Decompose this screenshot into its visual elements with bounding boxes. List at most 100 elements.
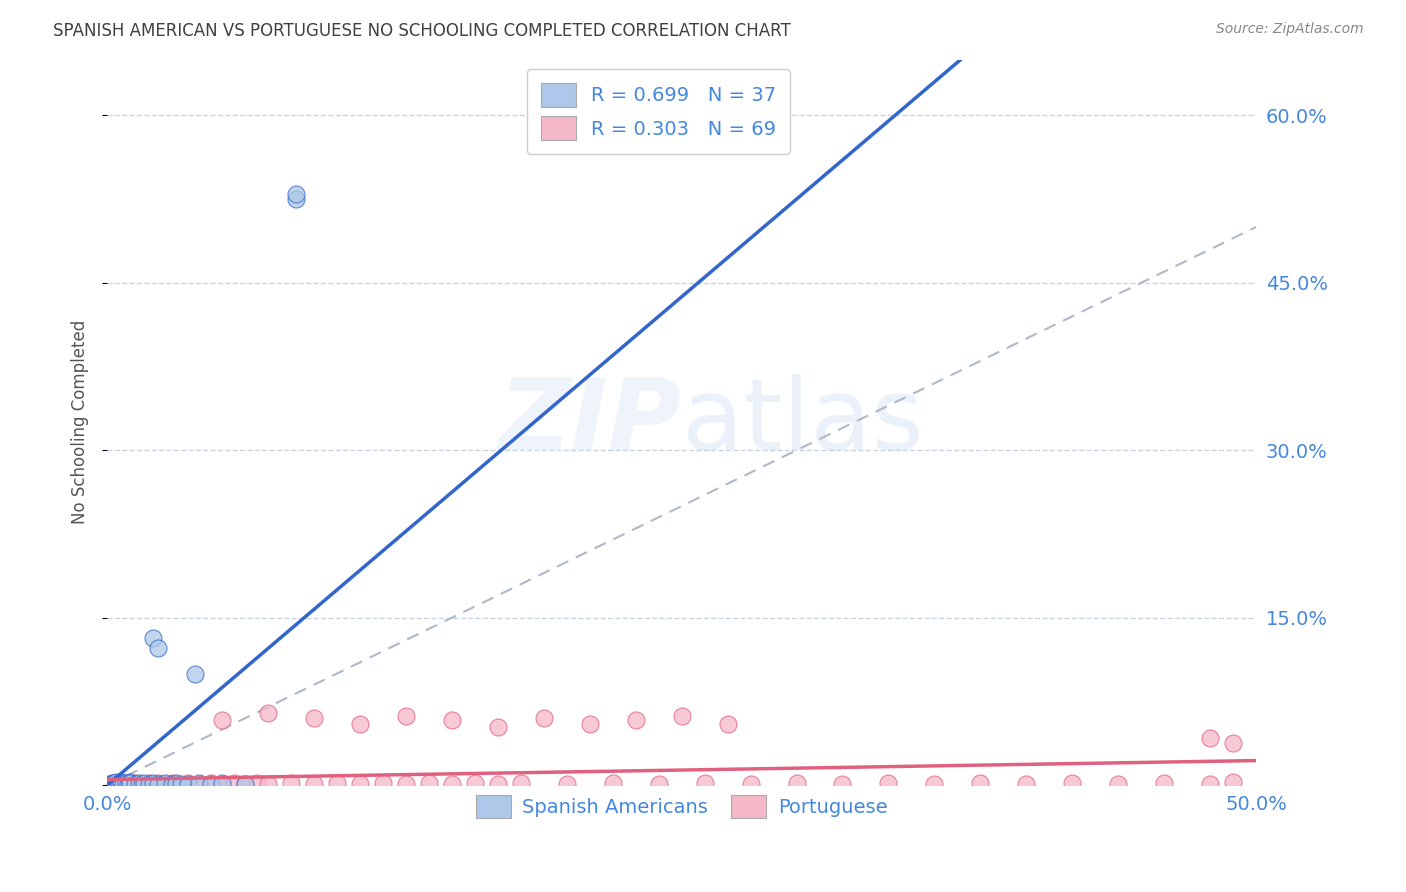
Text: atlas: atlas	[682, 374, 924, 471]
Point	[222, 776, 245, 790]
Point	[257, 706, 280, 720]
Point	[103, 776, 125, 790]
Point	[1199, 731, 1222, 746]
Point	[117, 776, 139, 790]
Point	[114, 776, 136, 790]
Point	[464, 776, 486, 790]
Point	[153, 776, 176, 790]
Point	[647, 777, 669, 791]
Point	[371, 776, 394, 790]
Point	[110, 774, 132, 789]
Point	[280, 776, 302, 790]
Point	[107, 777, 129, 791]
Point	[200, 777, 222, 791]
Point	[120, 777, 142, 791]
Point	[509, 776, 531, 790]
Point	[177, 777, 200, 791]
Point	[105, 777, 128, 791]
Point	[211, 714, 233, 728]
Point	[486, 777, 509, 791]
Text: Source: ZipAtlas.com: Source: ZipAtlas.com	[1216, 22, 1364, 37]
Point	[138, 776, 160, 790]
Point	[284, 186, 307, 201]
Point	[1062, 776, 1084, 790]
Point	[233, 777, 256, 791]
Point	[101, 777, 124, 791]
Point	[120, 774, 142, 789]
Point	[131, 777, 153, 791]
Point	[120, 776, 142, 790]
Point	[177, 776, 200, 790]
Point	[117, 777, 139, 791]
Point	[188, 777, 211, 791]
Point	[211, 776, 233, 790]
Point	[112, 777, 135, 791]
Point	[440, 714, 463, 728]
Point	[349, 716, 371, 731]
Point	[349, 777, 371, 791]
Point	[395, 777, 418, 791]
Text: SPANISH AMERICAN VS PORTUGUESE NO SCHOOLING COMPLETED CORRELATION CHART: SPANISH AMERICAN VS PORTUGUESE NO SCHOOL…	[53, 22, 792, 40]
Point	[183, 666, 205, 681]
Point	[1199, 777, 1222, 791]
Point	[1222, 774, 1244, 789]
Point	[146, 776, 169, 790]
Point	[142, 777, 165, 791]
Point	[142, 776, 165, 790]
Point	[142, 631, 165, 645]
Point	[188, 776, 211, 790]
Point	[105, 774, 128, 789]
Point	[969, 776, 991, 790]
Point	[440, 777, 463, 791]
Point	[1222, 736, 1244, 750]
Point	[1107, 777, 1129, 791]
Point	[132, 776, 155, 790]
Point	[246, 776, 269, 790]
Point	[107, 777, 129, 791]
Point	[257, 777, 280, 791]
Point	[555, 777, 578, 791]
Point	[693, 776, 716, 790]
Point	[200, 776, 222, 790]
Point	[302, 777, 325, 791]
Point	[831, 777, 853, 791]
Point	[124, 777, 146, 791]
Point	[740, 777, 762, 791]
Point	[114, 777, 136, 791]
Point	[786, 776, 808, 790]
Point	[107, 776, 129, 790]
Point	[103, 777, 125, 791]
Point	[233, 777, 256, 791]
Point	[671, 709, 693, 723]
Point	[101, 776, 124, 790]
Point	[165, 776, 187, 790]
Point	[877, 776, 900, 790]
Point	[98, 777, 121, 791]
Point	[146, 640, 169, 655]
Point	[170, 777, 193, 791]
Point	[110, 776, 132, 790]
Point	[110, 777, 132, 791]
Point	[211, 777, 233, 791]
Legend: Spanish Americans, Portuguese: Spanish Americans, Portuguese	[468, 787, 896, 826]
Point	[395, 709, 418, 723]
Point	[101, 777, 124, 791]
Point	[924, 777, 946, 791]
Point	[138, 777, 160, 791]
Point	[124, 776, 146, 790]
Point	[165, 777, 187, 791]
Point	[160, 777, 183, 791]
Point	[1015, 777, 1038, 791]
Point	[107, 776, 129, 790]
Point	[1153, 776, 1175, 790]
Point	[284, 192, 307, 206]
Point	[131, 777, 153, 791]
Point	[326, 776, 349, 790]
Point	[486, 720, 509, 734]
Point	[103, 777, 125, 791]
Point	[146, 777, 169, 791]
Point	[103, 776, 125, 790]
Point	[624, 714, 647, 728]
Point	[160, 776, 183, 790]
Point	[602, 776, 624, 790]
